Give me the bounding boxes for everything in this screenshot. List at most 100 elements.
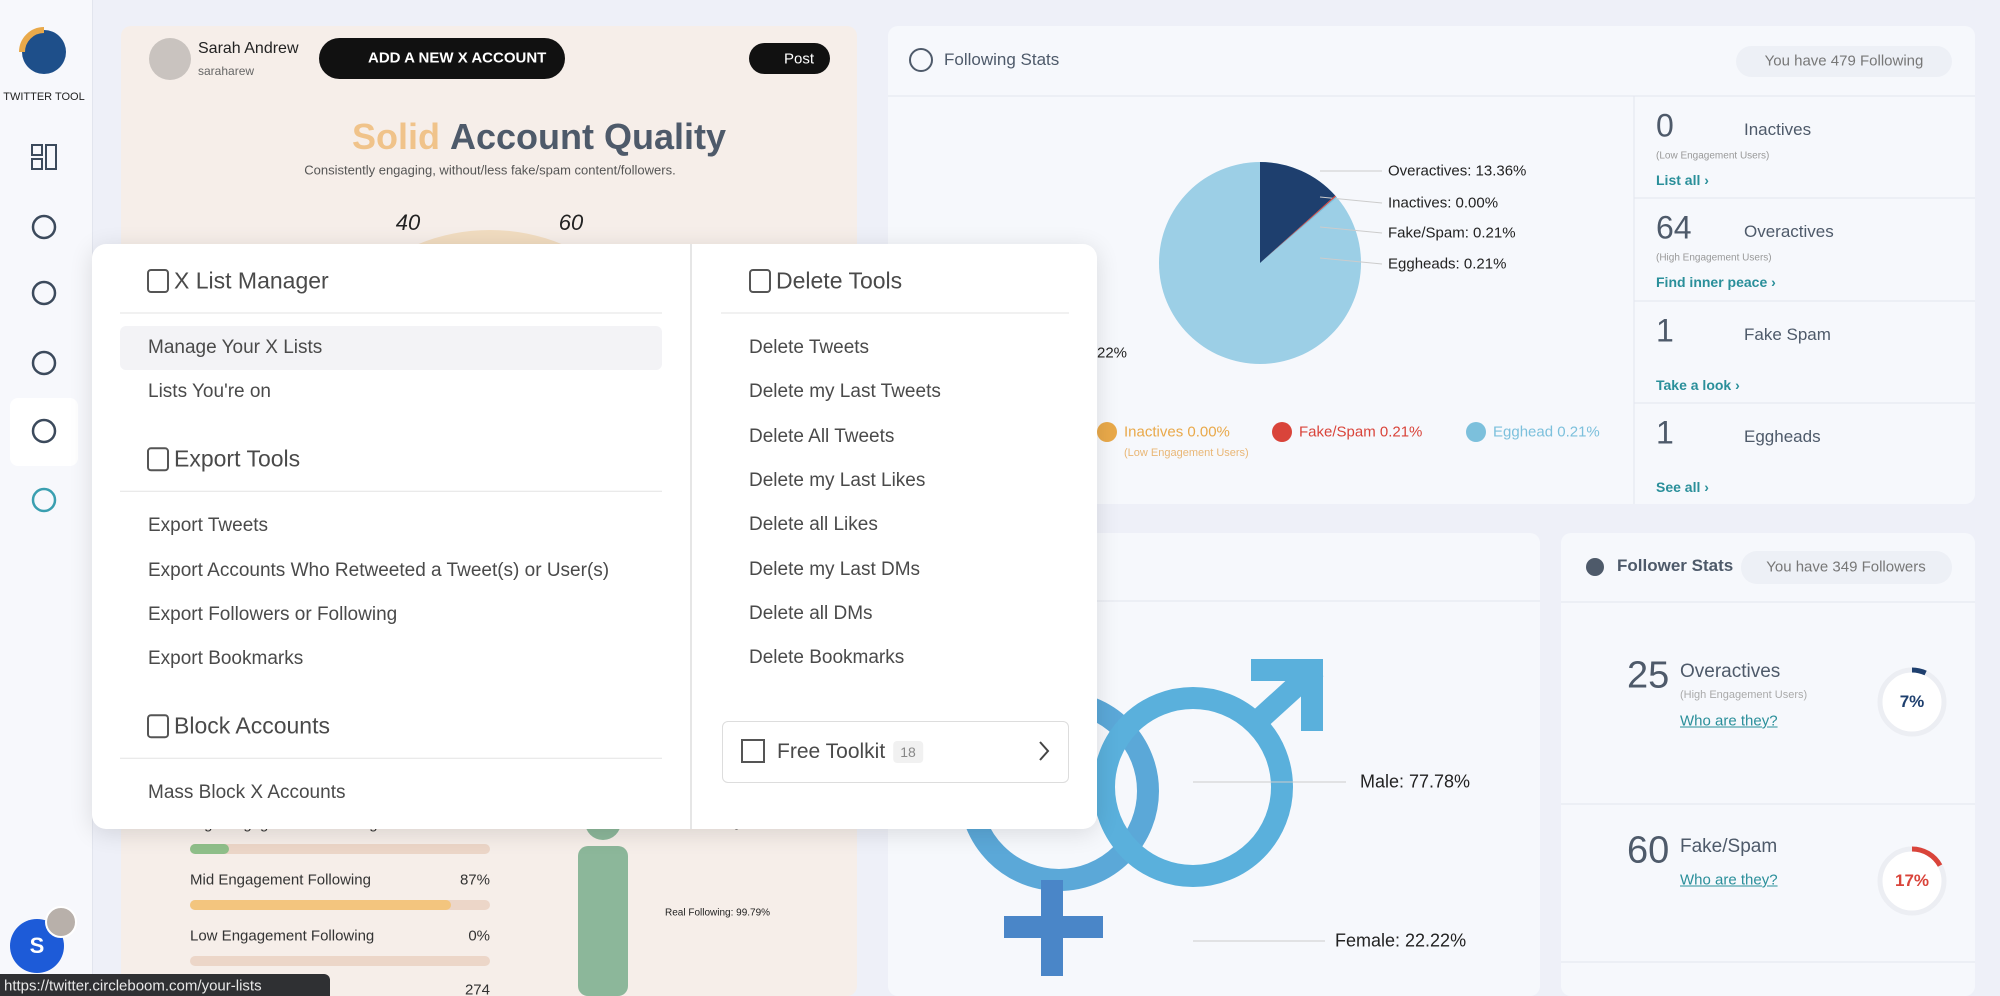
avatar-letter: S [29, 933, 45, 958]
add-account-button[interactable] [319, 38, 565, 79]
leader-line [1319, 257, 1383, 265]
menu-item[interactable]: Mass Block X Accounts [148, 782, 346, 804]
menu-item[interactable]: Export Followers or Following [148, 603, 398, 625]
menu-item[interactable]: Lists You're on [148, 381, 271, 403]
status-bar [0, 974, 330, 996]
gauge-tick: 60 [558, 210, 584, 235]
summary-note: (Low Engagement Users) [1656, 150, 1770, 162]
follower-card [1561, 533, 1975, 996]
summary-label: Inactives [1744, 120, 1812, 139]
nav-icon [31, 418, 57, 444]
follower-title: Follower Stats [1617, 556, 1734, 575]
pie-slice [1260, 162, 1336, 263]
menu-item[interactable]: Delete all Likes [749, 514, 878, 536]
menu-item[interactable]: Delete Tweets [749, 337, 870, 358]
female-bar [1004, 916, 1103, 938]
follower-count: 60 [1627, 829, 1670, 872]
legend-icon [1272, 422, 1292, 442]
logo [22, 30, 66, 74]
logo-ring [19, 27, 45, 53]
leader-line [1319, 226, 1383, 234]
menu-item[interactable]: Delete my Last Likes [749, 469, 926, 491]
toolkit-label[interactable]: Free Toolkit [777, 740, 886, 763]
add-account-plus[interactable]: ADD A NEW X ACCOUNT [368, 49, 547, 67]
ring-label: 17% [1894, 871, 1930, 890]
avatar-photo [45, 906, 77, 938]
summary-label: Overactives [1744, 222, 1834, 241]
card-icon [1586, 558, 1604, 576]
summary-link[interactable]: Take a look › [1656, 377, 1740, 393]
pie-label: Fake/Spam: 0.21% [1388, 224, 1516, 242]
follower-badge [1741, 551, 1952, 584]
summary-label: Eggheads [1744, 427, 1821, 446]
male-label: Male: 77.78% [1360, 771, 1471, 792]
engagement-label: Mid Engagement Following [190, 871, 371, 889]
summary-count: 1 [1656, 312, 1674, 349]
quality-title: Solid [352, 116, 440, 157]
summary-link[interactable]: See all › [1656, 479, 1709, 495]
menu-item[interactable]: Delete Bookmarks [749, 647, 905, 669]
nav-icon [45, 144, 57, 170]
menu-item[interactable]: Delete my Last Tweets [749, 381, 941, 403]
toolkit-count: 18 [893, 741, 923, 763]
engagement-label: Low Engagement Following [190, 927, 375, 945]
legend-label: Fake/Spam 0.21% [1299, 423, 1423, 441]
gauge-tick: 40 [395, 210, 421, 235]
profile-name: Sarah Andrew [198, 40, 299, 57]
legend-icon [1466, 422, 1486, 442]
follower-badge-text: You have 349 Followers [1766, 558, 1926, 576]
follower-note: (High Engagement Users) [1680, 689, 1808, 701]
menu-item[interactable]: Delete my Last DMs [749, 558, 921, 580]
engagement-bar [190, 900, 451, 910]
real-following: Real Following: 99.79% [665, 907, 771, 919]
engagement-value: 0% [468, 927, 490, 945]
summary-count: 64 [1656, 209, 1692, 246]
menu-item[interactable]: Manage Your X Lists [148, 337, 323, 358]
brand: TWITTER TOOL [3, 91, 85, 103]
section-title: Export Tools [174, 445, 301, 472]
post-label[interactable]: Post [784, 50, 815, 68]
engagement-bar [190, 844, 229, 854]
follower-label: Fake/Spam [1680, 836, 1778, 857]
follower-link[interactable]: Who are they? [1680, 712, 1778, 730]
quality-title-rest: Account Quality [450, 116, 727, 157]
card-icon [909, 48, 933, 72]
legend-icon [1097, 422, 1117, 442]
summary-link[interactable]: Find inner peace › [1656, 274, 1776, 290]
status-url: https://twitter.circleboom.com/your-list… [4, 977, 262, 995]
summary-note: (High Engagement Users) [1656, 252, 1772, 264]
toolkit-button[interactable] [722, 721, 1069, 783]
follower-label: Overactives [1680, 661, 1781, 682]
quality-subtitle: Consistently engaging, without/less fake… [304, 162, 676, 178]
legend-note: (Low Engagement Users) [1124, 447, 1249, 459]
menu-item[interactable]: Delete All Tweets [749, 425, 895, 447]
pie-slice [1260, 195, 1337, 263]
engagement-value: 87% [459, 871, 490, 889]
follower-count: 25 [1627, 654, 1670, 697]
pie-label: Overactives: 13.36% [1388, 162, 1527, 180]
legend-label: Inactives 0.00% [1124, 423, 1230, 441]
profile-photo [149, 38, 191, 80]
nav-icon [31, 350, 57, 376]
post-button[interactable] [749, 43, 830, 74]
male-symbol [1093, 687, 1293, 887]
nav-active [10, 398, 78, 466]
ring-arc [1911, 667, 1927, 676]
male-arrow-head [1251, 659, 1323, 731]
menu-item[interactable]: Export Accounts Who Retweeted a Tweet(s)… [148, 559, 610, 581]
nav-icon [31, 280, 57, 306]
nav-icon [31, 158, 43, 170]
leader-line [1319, 196, 1383, 204]
menu-item[interactable]: Delete all DMs [749, 602, 873, 624]
section-title: Block Accounts [174, 712, 330, 739]
nav-icon [31, 214, 57, 240]
person-body [578, 846, 628, 996]
summary-label: Fake Spam [1744, 325, 1831, 344]
follower-link[interactable]: Who are they? [1680, 871, 1778, 889]
summary-link[interactable]: List all › [1656, 172, 1709, 188]
summary-count: 1 [1656, 414, 1674, 451]
pie-remainder-label: 22% [1097, 344, 1128, 362]
following-badge-text: You have 479 Following [1764, 52, 1924, 70]
menu-item[interactable]: Export Bookmarks [148, 648, 304, 670]
menu-item[interactable]: Export Tweets [148, 515, 269, 537]
